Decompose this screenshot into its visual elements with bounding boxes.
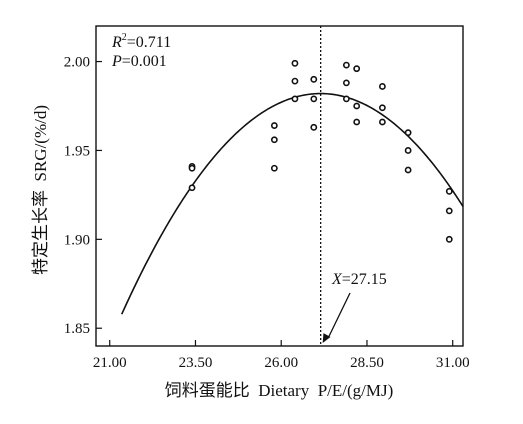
annotation-arrow-line — [328, 292, 351, 338]
data-point — [291, 59, 299, 67]
data-point — [445, 235, 453, 243]
y-tick-label: 2.00 — [64, 55, 90, 71]
data-point — [291, 95, 299, 103]
data-point — [342, 95, 350, 103]
data-point — [445, 187, 453, 195]
plot-frame — [95, 25, 464, 347]
data-point — [342, 61, 350, 69]
vertex-annotation-label: X=27.15 — [331, 271, 387, 288]
data-point — [188, 164, 196, 172]
data-point — [378, 83, 386, 90]
data-point — [404, 147, 412, 154]
data-point — [188, 184, 196, 192]
data-point — [270, 122, 278, 129]
data-point — [353, 102, 361, 110]
data-point — [378, 118, 386, 126]
x-tick-label: 23.50 — [179, 355, 213, 371]
data-point — [310, 75, 318, 83]
annotation-arrow-head — [322, 333, 331, 343]
p-value-label: P=0.001 — [111, 53, 167, 70]
x-tick-label: 21.00 — [93, 355, 127, 371]
data-point — [353, 65, 361, 73]
x-tick-label: 31.00 — [436, 355, 470, 371]
data-point — [270, 136, 278, 144]
x-tick-label: 28.50 — [350, 355, 384, 371]
r-squared-label: R2=0.711 — [111, 32, 171, 51]
x-axis-title: 饲料蛋能比 Dietary P/E/(g/MJ) — [165, 381, 394, 400]
data-point — [378, 104, 386, 112]
data-point — [342, 79, 350, 87]
y-tick-label: 1.95 — [64, 143, 90, 159]
y-tick-label: 1.85 — [64, 321, 90, 337]
data-point — [404, 166, 412, 174]
data-point — [310, 123, 318, 131]
data-point — [445, 207, 453, 215]
y-axis-title: 特定生长率 SRG/(%/d) — [31, 105, 50, 275]
data-point — [291, 77, 299, 85]
data-point — [310, 95, 318, 103]
fit-curve — [120, 92, 464, 315]
data-point — [404, 129, 412, 137]
x-tick-label: 26.00 — [264, 355, 298, 371]
y-tick-label: 1.90 — [64, 232, 90, 248]
data-point — [270, 164, 278, 172]
data-point — [353, 118, 361, 126]
